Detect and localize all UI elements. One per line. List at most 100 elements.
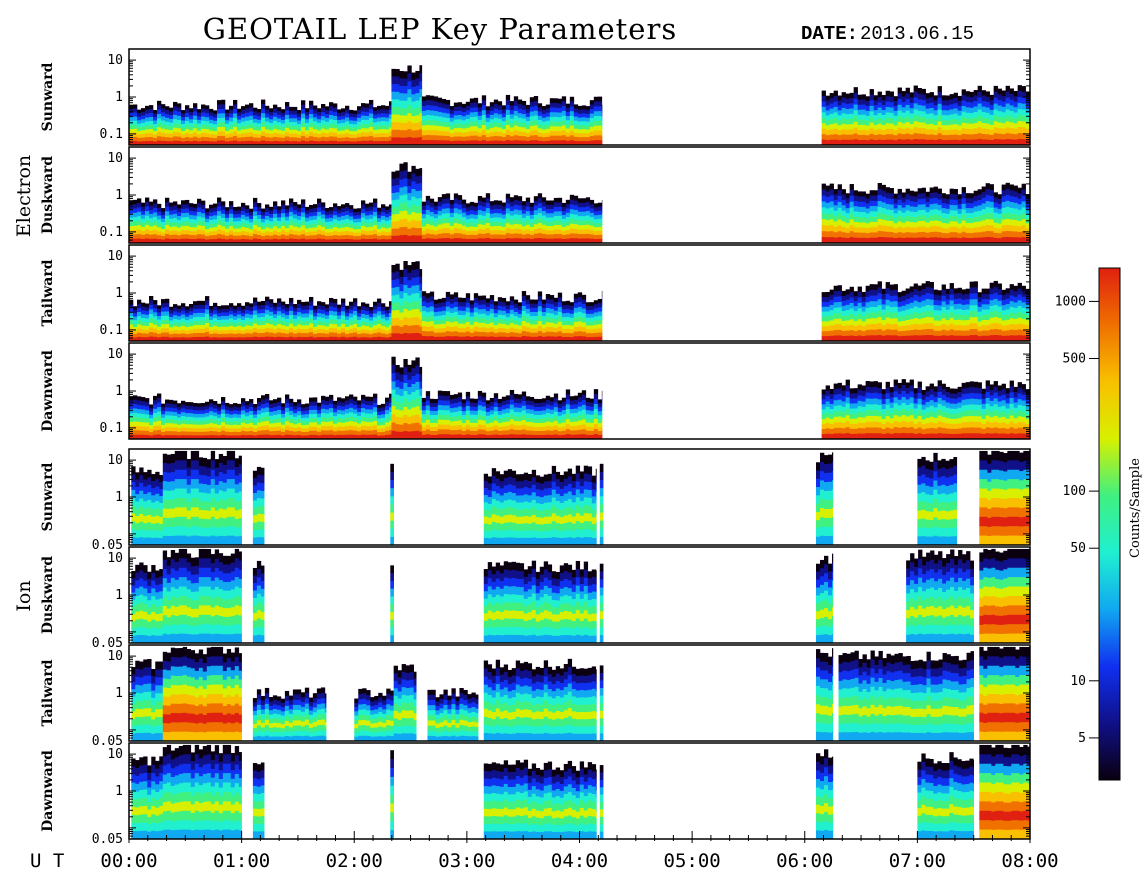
- spectrogram-cell: [849, 330, 854, 336]
- spectrogram-cell: [469, 210, 475, 215]
- spectrogram-cell: [317, 198, 322, 204]
- spectrogram-cell: [201, 120, 206, 126]
- spectrogram-cell: [245, 128, 250, 134]
- spectrogram-cell: [865, 203, 870, 209]
- spectrogram-cell: [561, 226, 567, 232]
- spectrogram-cell: [361, 124, 366, 129]
- spectrogram-cell: [345, 109, 350, 114]
- spectrogram-cell: [265, 301, 270, 306]
- spectrogram-cell: [557, 307, 563, 313]
- spectrogram-cell: [529, 234, 535, 240]
- spectrogram-cell: [449, 117, 455, 122]
- spectrogram-cell: [257, 219, 262, 224]
- spectrogram-cell: [421, 326, 427, 332]
- spectrogram-cell: [337, 231, 342, 236]
- spectrogram-cell: [561, 313, 567, 318]
- spectrogram-cell: [897, 99, 902, 106]
- spectrogram-cell: [929, 129, 934, 135]
- spectrogram-cell: [545, 331, 551, 337]
- spectrogram-cell: [965, 101, 970, 108]
- spectrogram-cell: [217, 233, 222, 239]
- spectrogram-cell: [221, 238, 226, 244]
- spectrogram-cell: [593, 96, 599, 102]
- spectrogram-cell: [961, 226, 966, 233]
- spectrogram-cell: [133, 313, 138, 317]
- spectrogram-cell: [313, 305, 318, 310]
- spectrogram-cell: [925, 139, 930, 146]
- spectrogram-cell: [821, 225, 826, 232]
- spectrogram-cell: [317, 309, 322, 314]
- spectrogram-cell: [273, 108, 278, 114]
- spectrogram-cell: [857, 206, 862, 213]
- spectrogram-cell: [313, 121, 318, 126]
- spectrogram-cell: [873, 130, 878, 136]
- spectrogram-cell: [257, 329, 262, 334]
- spectrogram-cell: [589, 122, 595, 128]
- spectrogram-cell: [289, 302, 294, 307]
- spectrogram-cell: [297, 131, 302, 135]
- spectrogram-cell: [561, 101, 567, 107]
- spectrogram-cell: [415, 176, 420, 184]
- spectrogram-cell: [385, 117, 390, 122]
- spectrogram-cell: [829, 315, 834, 321]
- spectrogram-cell: [865, 135, 870, 141]
- spectrogram-cell: [415, 333, 420, 342]
- spectrogram-cell: [517, 200, 523, 206]
- spectrogram-cell: [493, 117, 499, 123]
- spectrogram-cell: [305, 333, 310, 338]
- spectrogram-cell: [285, 224, 290, 229]
- spectrogram-cell: [577, 331, 583, 337]
- spectrogram-cell: [985, 128, 990, 135]
- spectrogram-cell: [825, 140, 830, 146]
- spectrogram-cell: [593, 215, 599, 220]
- spectrogram-cell: [829, 213, 834, 220]
- spectrogram-cell: [841, 305, 846, 312]
- spectrogram-cell: [577, 234, 583, 239]
- spectrogram-cell: [573, 298, 579, 304]
- spectrogram-cell: [881, 288, 886, 295]
- spectrogram-cell: [129, 238, 134, 244]
- spectrogram-cell: [441, 297, 447, 303]
- spectrogram-cell: [885, 317, 890, 324]
- spectrogram-cell: [517, 210, 523, 216]
- spectrogram-cell: [309, 118, 314, 124]
- spectrogram-cell: [857, 196, 862, 203]
- spectrogram-cell: [395, 68, 400, 77]
- spectrogram-cell: [193, 305, 198, 310]
- spectrogram-cell: [419, 190, 423, 199]
- spectrogram-cell: [329, 328, 334, 333]
- spectrogram-cell: [909, 227, 914, 233]
- spectrogram-cell: [245, 205, 250, 210]
- spectrogram-cell: [489, 234, 495, 240]
- spectrogram-cell: [533, 311, 539, 317]
- spectrogram-cell: [237, 137, 242, 142]
- spectrogram-cell: [221, 230, 226, 235]
- spectrogram-cell: [241, 117, 246, 122]
- spectrogram-cell: [145, 105, 150, 111]
- spectrogram-cell: [857, 292, 862, 298]
- spectrogram-cell: [529, 336, 535, 342]
- spectrogram-cell: [411, 165, 416, 174]
- spectrogram-cell: [399, 284, 404, 292]
- spectrogram-cell: [165, 298, 170, 304]
- spectrogram-cell: [969, 118, 974, 125]
- spectrogram-cell: [525, 136, 531, 142]
- spectrogram-cell: [411, 173, 416, 182]
- spectrogram-cell: [153, 304, 158, 309]
- spectrogram-cell: [407, 272, 412, 281]
- spectrogram-cell: [165, 141, 170, 146]
- spectrogram-cell: [909, 113, 914, 119]
- spectrogram-cell: [849, 231, 854, 238]
- spectrogram-cell: [473, 312, 479, 318]
- spectrogram-cell: [969, 139, 974, 146]
- spectrogram-cell: [589, 230, 595, 235]
- spectrogram-cell: [197, 332, 202, 338]
- spectrogram-cell: [213, 113, 218, 118]
- spectrogram-cell: [437, 229, 443, 235]
- spectrogram-cell: [873, 140, 878, 146]
- spectrogram-cell: [881, 184, 886, 191]
- spectrogram-cell: [345, 330, 350, 335]
- spectrogram-cell: [993, 207, 998, 213]
- spectrogram-cell: [325, 304, 330, 309]
- spectrogram-cell: [407, 325, 412, 334]
